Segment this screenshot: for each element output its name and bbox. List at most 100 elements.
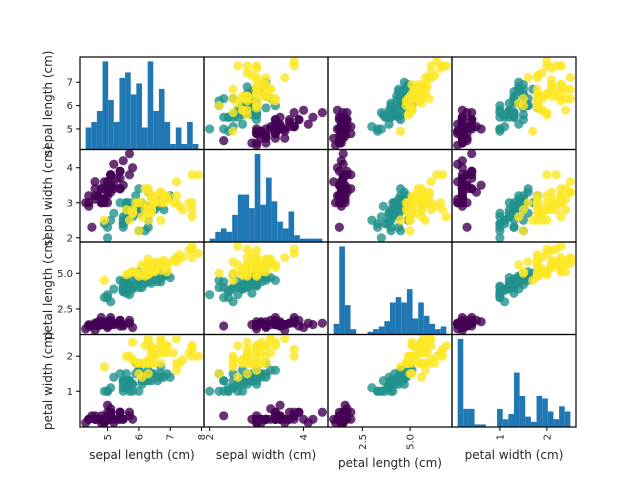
hist-bar — [119, 77, 126, 150]
scatter-point — [405, 215, 415, 225]
cell-content — [329, 149, 451, 242]
scatter-point — [426, 177, 436, 187]
cell-2-0 — [79, 241, 205, 336]
scatter-point — [124, 149, 135, 159]
scatter-point — [171, 198, 182, 208]
scatter-point — [228, 268, 238, 278]
scatter-point — [106, 383, 116, 393]
hist-bar — [125, 72, 131, 150]
scatter-point — [542, 198, 552, 208]
scatter-point — [426, 68, 436, 78]
scatter-point — [336, 187, 346, 197]
scatter-point — [416, 212, 427, 222]
scatter-point — [252, 89, 262, 99]
scatter-point — [542, 248, 552, 258]
scatter-point — [308, 112, 318, 122]
hist-bar — [130, 94, 137, 150]
scatter-point — [187, 198, 197, 208]
hist-bar — [502, 419, 509, 427]
scatter-point — [518, 205, 528, 215]
x-tick-label: 8 — [197, 434, 208, 440]
cell-3-3 — [451, 333, 577, 428]
x-tick-label: 5 — [103, 434, 114, 440]
hist-bar — [237, 194, 244, 242]
scatter-point — [261, 103, 271, 113]
cell-content — [453, 57, 575, 150]
cell-0-2 — [327, 56, 453, 151]
scatter-point — [514, 212, 524, 222]
y-axis-label-2: petal length (cm) — [41, 236, 55, 340]
hist-bar — [350, 329, 357, 335]
hist-bar — [108, 99, 114, 150]
y-tick-label: 2.5 — [57, 304, 73, 315]
scatter-point — [109, 208, 119, 218]
scatter-point — [542, 89, 552, 99]
hist-bar — [423, 315, 430, 335]
x-tick-label: 2.5 — [358, 434, 369, 450]
scatter-point — [457, 173, 467, 183]
scatter-point — [143, 222, 153, 232]
axis-labels: sepal length (cm) sepal width (cm) petal… — [41, 51, 563, 470]
hist-bar — [102, 61, 109, 150]
cell-0-1 — [203, 56, 329, 151]
scatter-point — [384, 119, 394, 129]
hist-bar — [85, 127, 92, 150]
scatter-point — [409, 89, 419, 99]
scatter-point — [233, 260, 243, 270]
scatter-point — [178, 355, 188, 365]
scatter-point — [537, 68, 547, 78]
scatter-point — [214, 369, 224, 379]
scatter-point — [422, 341, 432, 351]
cell-content — [81, 334, 203, 427]
x-tick-label: 1 — [495, 434, 506, 440]
scatter-point — [380, 386, 390, 396]
scatter-point — [242, 344, 252, 354]
scatter-point — [338, 149, 348, 159]
scatter-point — [523, 184, 533, 194]
scatter-point — [280, 72, 290, 83]
scatter-point — [228, 107, 238, 118]
hist-bar — [170, 143, 176, 150]
scatter-point — [219, 411, 229, 421]
hist-bar — [406, 289, 413, 335]
hist-bar — [457, 338, 464, 427]
scatter-point — [252, 267, 262, 277]
y-tick-label: 2 — [67, 352, 73, 363]
scatter-point — [275, 400, 285, 410]
scatter-point — [537, 215, 547, 225]
scatter-point — [388, 205, 398, 215]
scatter-point — [289, 351, 299, 361]
scatter-point — [270, 341, 280, 351]
hist-bar — [525, 416, 531, 427]
scatter-point — [237, 267, 248, 277]
scatter-point — [131, 198, 141, 208]
hist-bar — [553, 419, 560, 427]
scatter-point — [109, 284, 119, 294]
scatter-point — [367, 215, 377, 225]
hist-bar — [215, 231, 221, 242]
scatter-point — [518, 267, 528, 277]
cell-1-1 — [203, 148, 329, 243]
hist-bar — [384, 321, 390, 335]
scatter-point — [336, 124, 346, 134]
hist-bar — [249, 208, 255, 242]
hist-bar — [401, 302, 407, 335]
cell-content — [205, 57, 327, 150]
scatter-point — [542, 57, 552, 66]
scatter-point — [340, 400, 350, 410]
scatter-point — [317, 318, 327, 328]
scatter-point — [308, 319, 318, 330]
scatter-point — [275, 317, 285, 327]
scatter-point — [205, 290, 215, 300]
scatter-point — [228, 297, 238, 307]
scatter-point — [392, 96, 402, 106]
scatter-point — [565, 84, 575, 94]
scatter-point — [395, 215, 406, 225]
scatter-point — [233, 372, 243, 382]
scatter-point — [467, 312, 477, 323]
scatter-point — [407, 103, 417, 113]
scatter-point — [407, 369, 417, 379]
scatter-point — [399, 84, 409, 94]
scatter-point — [266, 334, 276, 344]
